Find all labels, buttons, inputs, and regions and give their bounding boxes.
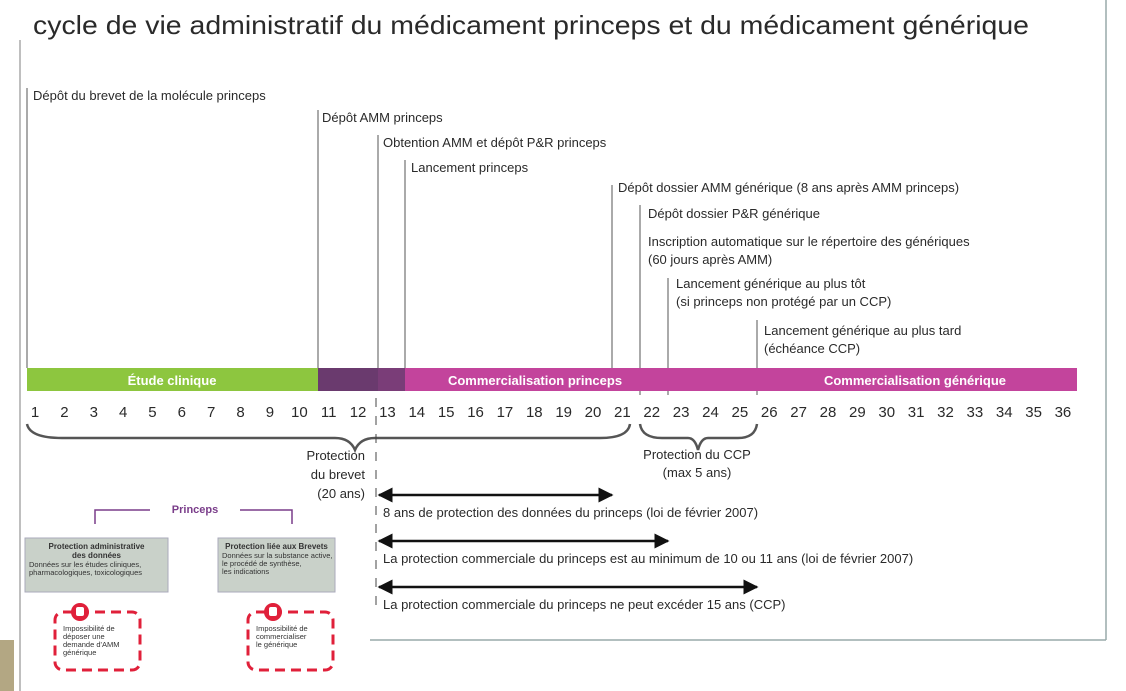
year-label: 12 xyxy=(350,404,367,421)
box-text: Données sur les études cliniques, xyxy=(29,560,141,569)
year-label: 23 xyxy=(673,404,690,421)
brace-label: du brevet xyxy=(311,467,366,482)
year-label: 29 xyxy=(849,404,866,421)
arrow-label: La protection commerciale du princeps es… xyxy=(383,551,913,566)
year-label: 22 xyxy=(643,404,660,421)
warning-text: commercialiser xyxy=(256,632,307,641)
warning-text: Impossibilité de xyxy=(63,624,115,633)
event-label: Dépôt du brevet de la molécule princeps xyxy=(33,88,266,103)
event-label: (60 jours après AMM) xyxy=(648,252,772,267)
warning-text: déposer une xyxy=(63,632,105,641)
year-label: 15 xyxy=(438,404,455,421)
year-label: 25 xyxy=(732,404,749,421)
brace xyxy=(638,423,759,451)
event-label: Inscription automatique sur le répertoir… xyxy=(648,234,970,249)
phase-segment xyxy=(318,368,378,391)
warning-text: générique xyxy=(63,648,96,657)
year-label: 31 xyxy=(908,404,925,421)
phase-segment xyxy=(405,368,640,391)
info-box xyxy=(217,537,336,593)
year-label: 33 xyxy=(966,404,983,421)
event-label: Obtention AMM et dépôt P&R princeps xyxy=(383,135,607,150)
brace xyxy=(25,423,632,454)
year-label: 7 xyxy=(207,404,215,421)
title: cycle de vie administratif du médicament… xyxy=(33,10,1029,40)
event-label: Dépôt AMM princeps xyxy=(322,110,443,125)
warning-text: demande d'AMM xyxy=(63,640,119,649)
year-label: 1 xyxy=(31,404,39,421)
phase-label: Commercialisation générique xyxy=(824,373,1006,388)
phase-segment xyxy=(378,368,405,391)
year-label: 2 xyxy=(60,404,68,421)
warning-text: le générique xyxy=(256,640,297,649)
phase-label: Commercialisation princeps xyxy=(448,373,622,388)
year-label: 8 xyxy=(236,404,244,421)
warning-icon-hand xyxy=(76,607,84,616)
year-label: 16 xyxy=(467,404,484,421)
year-label: 10 xyxy=(291,404,308,421)
year-label: 26 xyxy=(761,404,778,421)
year-label: 24 xyxy=(702,404,719,421)
corner-block xyxy=(0,640,14,691)
event-label: Lancement princeps xyxy=(411,160,529,175)
warning-box xyxy=(246,610,335,672)
event-label: (si princeps non protégé par un CCP) xyxy=(676,294,891,309)
year-label: 27 xyxy=(790,404,807,421)
year-label: 34 xyxy=(996,404,1013,421)
arrow-label: 8 ans de protection des données du princ… xyxy=(383,505,758,520)
phase-label: Étude clinique xyxy=(128,373,217,388)
year-label: 28 xyxy=(820,404,837,421)
box-title: Protection liée aux Brevets xyxy=(225,542,328,551)
event-label: Lancement générique au plus tard xyxy=(764,323,961,338)
year-label: 3 xyxy=(90,404,98,421)
princeps-bracket xyxy=(94,509,293,524)
event-label: Dépôt dossier AMM générique (8 ans après… xyxy=(618,180,959,195)
year-label: 11 xyxy=(321,404,337,421)
info-box xyxy=(24,537,169,593)
phase-segment xyxy=(27,368,318,391)
box-title: des données xyxy=(72,551,121,560)
arrow-label: La protection commerciale du princeps ne… xyxy=(383,597,786,612)
year-label: 13 xyxy=(379,404,396,421)
event-label: Dépôt dossier P&R générique xyxy=(648,206,820,221)
year-label: 5 xyxy=(148,404,156,421)
warning-box xyxy=(53,610,142,672)
box-text: pharmacologiques, toxicologiques xyxy=(29,568,142,577)
year-label: 35 xyxy=(1025,404,1042,421)
box-text: les indications xyxy=(222,567,269,576)
year-label: 30 xyxy=(878,404,895,421)
year-label: 14 xyxy=(408,404,425,421)
year-label: 36 xyxy=(1055,404,1072,421)
year-label: 20 xyxy=(585,404,602,421)
year-label: 9 xyxy=(266,404,274,421)
year-label: 6 xyxy=(178,404,186,421)
box-text: Données sur la substance active, xyxy=(222,551,332,560)
princeps-label: Princeps xyxy=(172,504,218,516)
year-label: 18 xyxy=(526,404,543,421)
box-title: Protection administrative xyxy=(48,542,145,551)
event-label: Lancement générique au plus tôt xyxy=(676,276,866,291)
year-label: 17 xyxy=(497,404,514,421)
year-label: 32 xyxy=(937,404,954,421)
warning-icon-hand xyxy=(269,607,277,616)
brace-label: Protection xyxy=(306,448,365,463)
brace-label: (max 5 ans) xyxy=(663,465,732,480)
warning-text: Impossibilité de xyxy=(256,624,308,633)
box-text: le procédé de synthèse, xyxy=(222,559,302,568)
phase-segment xyxy=(640,368,1077,391)
brace-label: Protection du CCP xyxy=(643,447,751,462)
year-label: 21 xyxy=(614,404,631,421)
year-label: 4 xyxy=(119,404,127,421)
event-label: (échéance CCP) xyxy=(764,341,860,356)
year-label: 19 xyxy=(555,404,572,421)
brace-label: (20 ans) xyxy=(317,486,365,501)
